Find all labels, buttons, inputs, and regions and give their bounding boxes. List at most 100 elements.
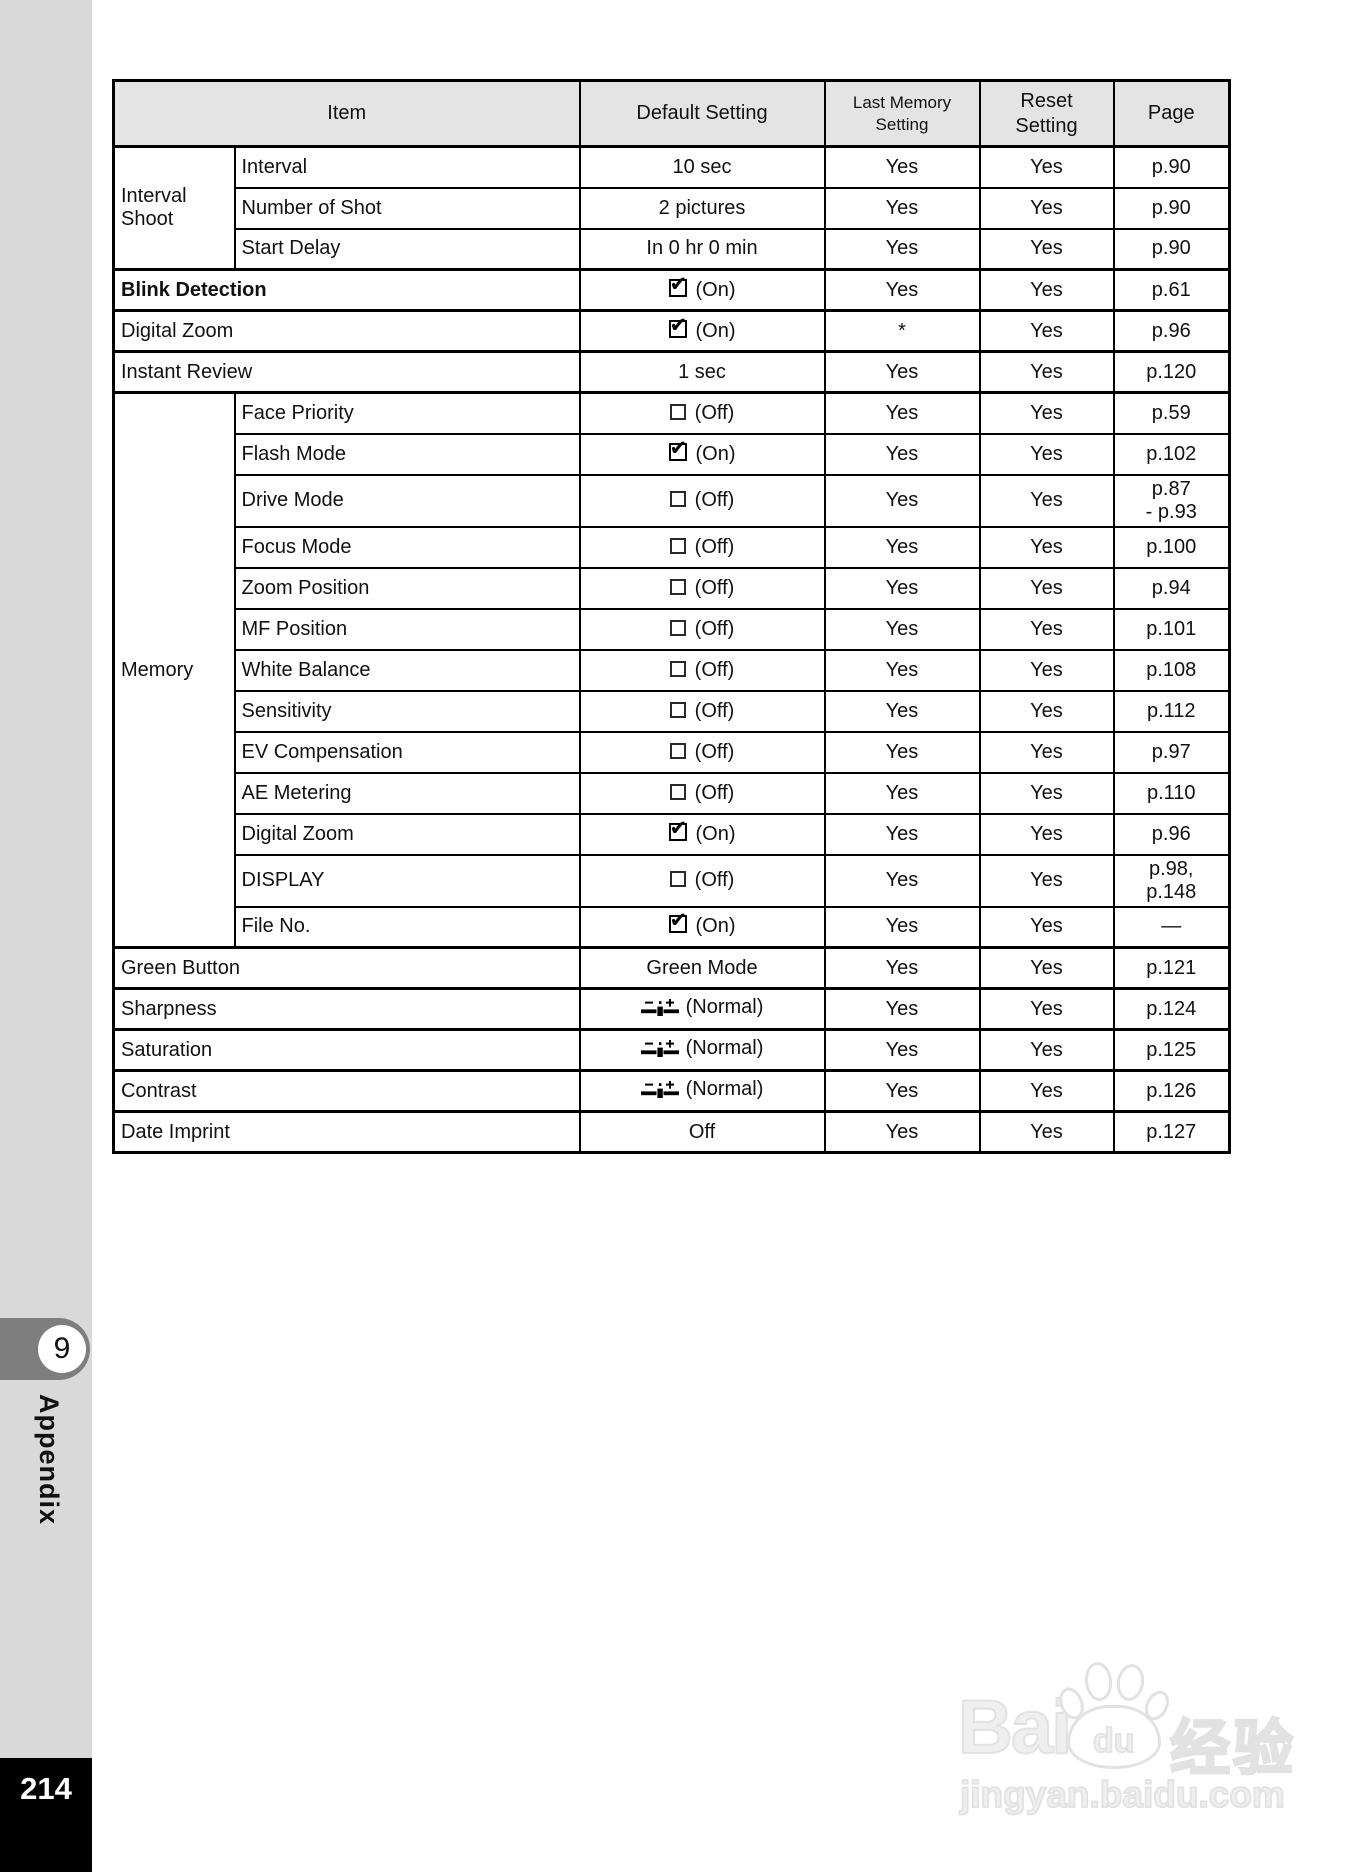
last-memory-setting-cell: Yes: [823, 145, 981, 189]
row-item-label: DISPLAY: [233, 853, 581, 908]
chapter-tab: 9: [0, 1318, 90, 1380]
row-item-label: White Balance: [233, 648, 581, 692]
page-reference-cell: p.121: [1112, 946, 1231, 990]
reset-setting-cell: Yes: [978, 473, 1115, 528]
default-setting-cell: In 0 hr 0 min: [578, 227, 826, 271]
last-memory-setting-cell: Yes: [823, 1110, 981, 1154]
default-setting-text: (Off): [694, 869, 735, 891]
page-number-box: 214: [0, 1758, 92, 1872]
default-setting-cell: (Off): [578, 648, 826, 692]
default-setting-cell: (Off): [578, 566, 826, 610]
paw-toe-icon: [1083, 1660, 1114, 1703]
default-setting-cell: (On): [578, 268, 826, 312]
page-reference-cell: p.59: [1112, 391, 1231, 435]
default-setting-text: (Normal): [685, 1037, 764, 1059]
last-memory-setting-cell: Yes: [823, 689, 981, 733]
page-reference-cell: p.90: [1112, 186, 1231, 230]
page-reference-cell: p.101: [1112, 607, 1231, 651]
row-item-label: Start Delay: [233, 227, 581, 271]
default-setting-text: (On): [695, 822, 736, 845]
checkbox-off-icon: [669, 783, 686, 800]
table-row: White Balance (Off) Yes Yes p.108: [114, 648, 1231, 692]
last-memory-setting-cell: Yes: [823, 227, 981, 271]
checkbox-off-icon: [669, 701, 686, 718]
watermark-domain-text: jingyan.baidu.com: [959, 1773, 1286, 1816]
checkbox-off-icon: [669, 578, 686, 595]
reset-setting-cell: Yes: [978, 186, 1115, 230]
checkbox-off-icon: [669, 871, 686, 887]
last-memory-setting-cell: Yes: [823, 350, 981, 394]
table-row: Drive Mode (Off) Yes Yes p.87 - p.93: [114, 473, 1231, 528]
row-item-label: Number of Shot: [233, 186, 581, 230]
default-setting-cell: (Normal): [578, 1028, 826, 1072]
settings-table: Item Default Setting Last Memory Setting…: [112, 79, 1231, 1154]
reset-setting-cell: Yes: [978, 525, 1115, 569]
default-setting-cell: 10 sec: [578, 145, 826, 189]
row-item-label: Blink Detection: [112, 268, 581, 312]
reset-setting-cell: Yes: [978, 268, 1115, 312]
slider-normal-icon: [640, 998, 679, 1022]
last-memory-setting-cell: Yes: [823, 853, 981, 908]
col-header-reset-setting: Reset Setting: [978, 79, 1115, 148]
baidu-paw-icon: du: [1054, 1660, 1174, 1775]
last-memory-setting-cell: Yes: [823, 268, 981, 312]
reset-setting-cell: Yes: [978, 771, 1115, 815]
checkbox-off-icon: [669, 403, 686, 420]
default-setting-cell: (Off): [578, 853, 826, 908]
reset-setting-cell: Yes: [978, 905, 1115, 949]
item-group-label: Memory: [112, 391, 236, 949]
chapter-number-badge: 9: [38, 1325, 86, 1373]
reset-setting-cell: Yes: [978, 566, 1115, 610]
default-setting-text: (On): [695, 278, 736, 301]
row-item-label: Focus Mode: [233, 525, 581, 569]
checkbox-on-icon: [668, 272, 687, 297]
checkbox-off-icon: [669, 619, 686, 636]
default-setting-cell: (Off): [578, 391, 826, 435]
default-setting-cell: (Off): [578, 730, 826, 774]
table-row: Focus Mode (Off) Yes Yes p.100: [114, 525, 1231, 569]
reset-setting-cell: Yes: [978, 432, 1115, 476]
page-reference-cell: p.120: [1112, 350, 1231, 394]
page-reference-cell: p.127: [1112, 1110, 1231, 1154]
table-row: MF Position (Off) Yes Yes p.101: [114, 607, 1231, 651]
checkbox-off-icon: [669, 491, 686, 507]
page-reference-cell: p.90: [1112, 227, 1231, 271]
last-memory-setting-cell: Yes: [823, 473, 981, 528]
last-memory-setting-cell: Yes: [823, 391, 981, 435]
slider-normal-icon: [640, 1039, 679, 1063]
default-setting-text: Green Mode: [646, 956, 758, 979]
last-memory-setting-cell: *: [823, 309, 981, 353]
default-setting-text: (Off): [694, 401, 735, 424]
row-item-label: Interval: [233, 145, 581, 189]
paw-pad: [1067, 1705, 1161, 1769]
default-setting-text: (Off): [694, 617, 735, 640]
default-setting-text: (On): [695, 319, 736, 342]
reset-setting-cell: Yes: [978, 309, 1115, 353]
table-row: Saturation (Normal) Yes Yes p.125: [112, 1028, 1231, 1072]
reset-setting-cell: Yes: [978, 812, 1115, 856]
default-setting-text: (Off): [694, 489, 735, 511]
row-item-label: Sharpness: [112, 987, 581, 1031]
table-header-row: Item Default Setting Last Memory Setting…: [112, 79, 1231, 148]
row-item-label: Zoom Position: [233, 566, 581, 610]
row-item-label: Contrast: [112, 1069, 581, 1113]
last-memory-setting-cell: Yes: [823, 432, 981, 476]
row-item-label: AE Metering: [233, 771, 581, 815]
page-reference-cell: p.90: [1112, 145, 1231, 189]
default-setting-text: (Off): [694, 699, 735, 722]
page-reference-cell: p.98, p.148: [1112, 853, 1231, 908]
chapter-number: 9: [53, 1332, 71, 1365]
watermark-brand-sub-text: du: [1092, 1721, 1135, 1761]
reset-setting-cell: Yes: [978, 946, 1115, 990]
col-header-page: Page: [1112, 79, 1231, 148]
last-memory-setting-cell: Yes: [823, 1069, 981, 1113]
default-setting-cell: 2 pictures: [578, 186, 826, 230]
paw-toe-icon: [1113, 1661, 1148, 1704]
watermark-brand-cn-text: 经验: [1169, 1714, 1296, 1784]
reset-setting-cell: Yes: [978, 145, 1115, 189]
row-item-label: Sensitivity: [233, 689, 581, 733]
